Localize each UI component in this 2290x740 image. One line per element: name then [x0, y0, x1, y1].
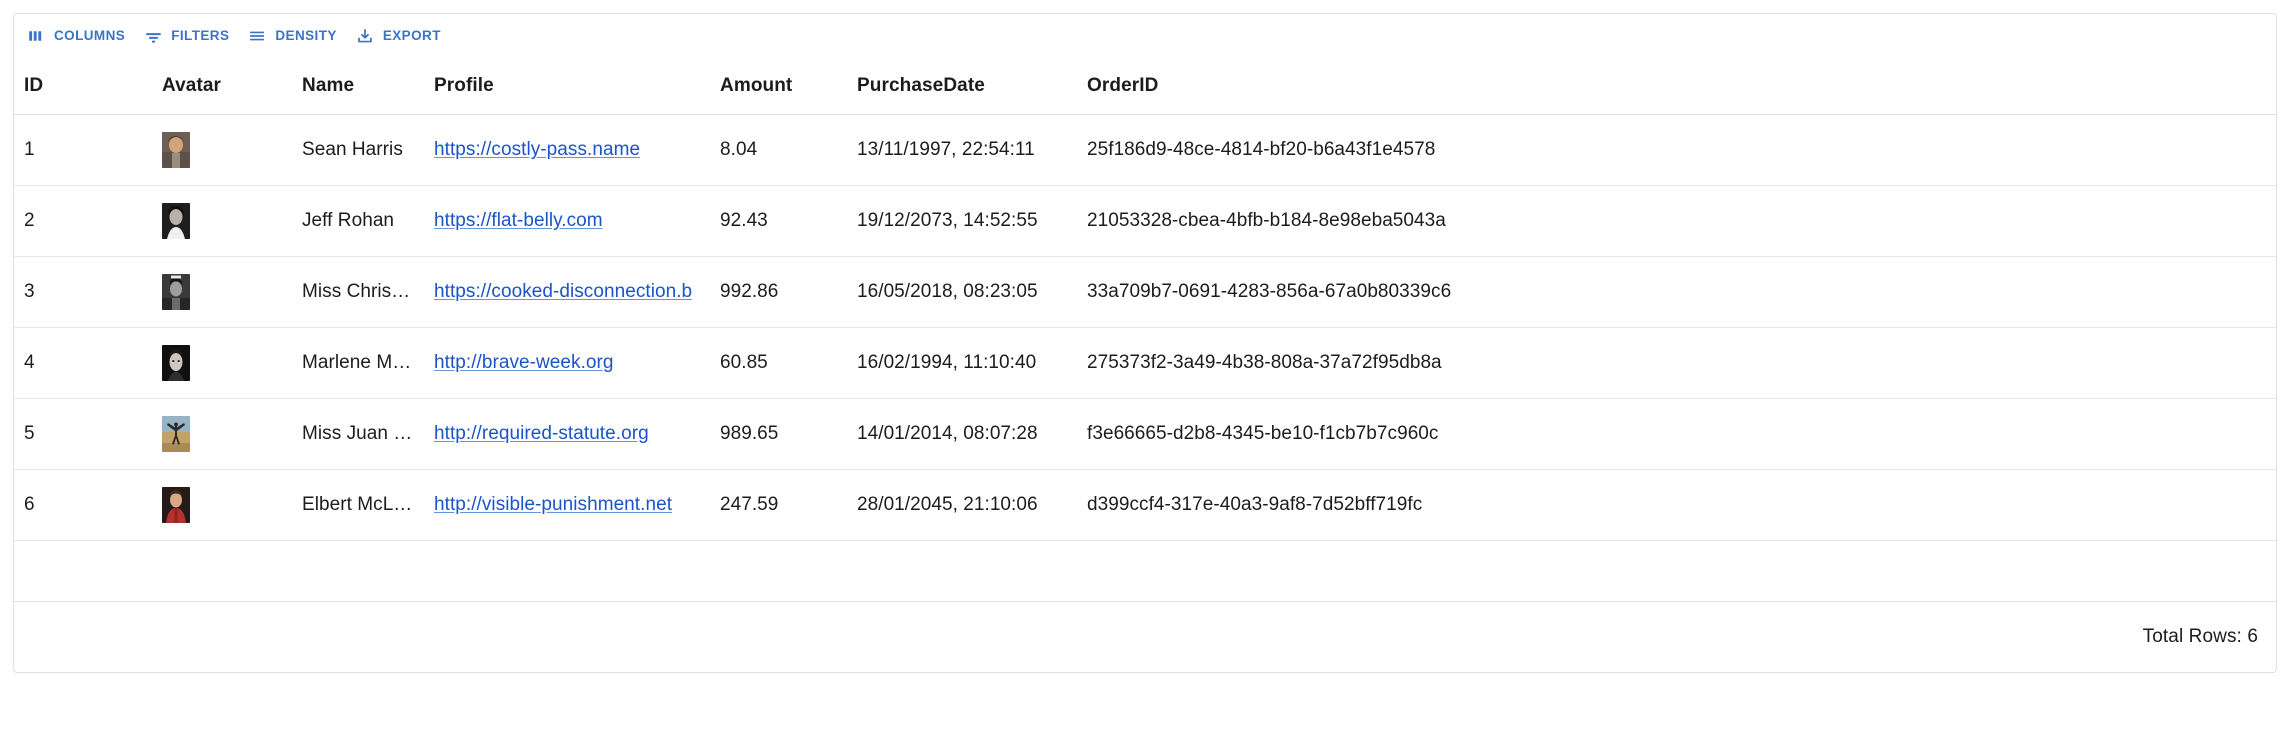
export-button[interactable]: Export	[347, 21, 449, 51]
cell-profile: https://flat-belly.com	[424, 186, 710, 256]
cell-profile: https://costly-pass.name	[424, 115, 710, 185]
cell-name: Sean Harris	[302, 139, 403, 160]
grid-toolbar: Columns Filters Density	[14, 14, 2276, 58]
cell-amount: 8.04	[720, 139, 758, 160]
table-row[interactable]: 4 Marlene M… http://brave-week.org 60.85…	[14, 328, 2276, 399]
density-icon	[247, 26, 267, 46]
cell-orderid: 21053328-cbea-4bfb-b184-8e98eba5043a	[1087, 210, 1446, 231]
density-button[interactable]: Density	[239, 21, 344, 51]
cell-name: Jeff Rohan	[302, 210, 395, 231]
column-header-name[interactable]: Name	[302, 75, 355, 96]
cell-amount: 992.86	[720, 281, 779, 302]
table-row[interactable]: 6 Elbert McL… http://visible-punishment.…	[14, 470, 2276, 541]
profile-link[interactable]: https://costly-pass.name	[434, 139, 641, 160]
profile-link[interactable]: https://flat-belly.com	[434, 210, 603, 231]
cell-purchasedate: 14/01/2014, 08:07:28	[857, 423, 1038, 444]
cell-id: 5	[24, 423, 35, 444]
column-header-row: ID Avatar Name Profile Amount PurchaseDa…	[14, 58, 2276, 115]
cell-id: 4	[24, 352, 35, 373]
cell-profile: https://cooked-disconnection.b	[424, 257, 710, 327]
cell-orderid: f3e66665-d2b8-4345-be10-f1cb7b7c960c	[1087, 423, 1439, 444]
cell-purchasedate: 16/02/1994, 11:10:40	[857, 352, 1037, 373]
cell-avatar	[152, 186, 292, 256]
avatar-photo	[162, 345, 190, 381]
cell-name: Miss Chris…	[302, 281, 411, 302]
density-button-label: Density	[275, 28, 337, 44]
cell-profile: http://brave-week.org	[424, 328, 710, 398]
cell-avatar	[152, 399, 292, 469]
avatar-photo	[162, 416, 190, 452]
profile-link[interactable]: http://required-statute.org	[434, 423, 649, 444]
cell-profile: http://visible-punishment.net	[424, 470, 710, 540]
table-row[interactable]: 1 Sean Harris https://costly-pass.name 8…	[14, 115, 2276, 186]
avatar-photo	[162, 274, 190, 310]
cell-amount: 989.65	[720, 423, 779, 444]
filters-button[interactable]: Filters	[135, 21, 237, 51]
cell-amount: 92.43	[720, 210, 768, 231]
cell-id: 3	[24, 281, 35, 302]
column-header-profile[interactable]: Profile	[434, 75, 494, 96]
column-header-id[interactable]: ID	[24, 75, 44, 96]
cell-name: Marlene M…	[302, 352, 412, 373]
table-row[interactable]: 2 Jeff Rohan https://flat-belly.com 92.4…	[14, 186, 2276, 257]
total-rows-label: Total Rows: 6	[2142, 626, 2258, 647]
column-header-purchasedate[interactable]: PurchaseDate	[857, 75, 985, 96]
table-row[interactable]: 5 Miss Juan … http://required-	[14, 399, 2276, 470]
cell-amount: 60.85	[720, 352, 768, 373]
cell-amount: 247.59	[720, 494, 779, 515]
columns-button-label: Columns	[54, 28, 126, 44]
profile-link[interactable]: http://visible-punishment.net	[434, 494, 673, 515]
profile-link[interactable]: https://cooked-disconnection.b	[434, 281, 693, 302]
cell-purchasedate: 28/01/2045, 21:10:06	[857, 494, 1038, 515]
cell-avatar	[152, 257, 292, 327]
column-header-avatar[interactable]: Avatar	[162, 75, 222, 96]
cell-purchasedate: 16/05/2018, 08:23:05	[857, 281, 1038, 302]
cell-orderid: 25f186d9-48ce-4814-bf20-b6a43f1e4578	[1087, 139, 1436, 160]
avatar-photo	[162, 203, 190, 239]
grid-footer: Total Rows: 6	[14, 601, 2276, 672]
columns-icon	[26, 26, 46, 46]
cell-avatar	[152, 115, 292, 185]
filter-icon	[143, 26, 163, 46]
column-header-amount[interactable]: Amount	[720, 75, 793, 96]
cell-orderid: 33a709b7-0691-4283-856a-67a0b80339c6	[1087, 281, 1452, 302]
profile-link[interactable]: http://brave-week.org	[434, 352, 614, 373]
cell-orderid: d399ccf4-317e-40a3-9af8-7d52bff719fc	[1087, 494, 1423, 515]
column-header-orderid[interactable]: OrderID	[1087, 75, 1159, 96]
cell-avatar	[152, 328, 292, 398]
avatar-photo	[162, 132, 190, 168]
cell-name: Elbert McL…	[302, 494, 413, 515]
rows-viewport: 1 Sean Harris https://costly-pass.name 8…	[14, 115, 2276, 601]
filters-button-label: Filters	[171, 28, 230, 44]
data-grid: Columns Filters Density	[13, 13, 2277, 673]
cell-name: Miss Juan …	[302, 423, 413, 444]
cell-id: 6	[24, 494, 35, 515]
export-icon	[355, 26, 375, 46]
cell-purchasedate: 19/12/2073, 14:52:55	[857, 210, 1038, 231]
cell-profile: http://required-statute.org	[424, 399, 710, 469]
table-row[interactable]: 3 Miss Chris… https://cooked-disconnecti…	[14, 257, 2276, 328]
columns-button[interactable]: Columns	[18, 21, 133, 51]
export-button-label: Export	[382, 28, 441, 44]
avatar-photo	[162, 487, 190, 523]
cell-id: 1	[24, 139, 35, 160]
cell-orderid: 275373f2-3a49-4b38-808a-37a72f95db8a	[1087, 352, 1442, 373]
cell-purchasedate: 13/11/1997, 22:54:11	[857, 139, 1035, 160]
cell-avatar	[152, 470, 292, 540]
cell-id: 2	[24, 210, 35, 231]
